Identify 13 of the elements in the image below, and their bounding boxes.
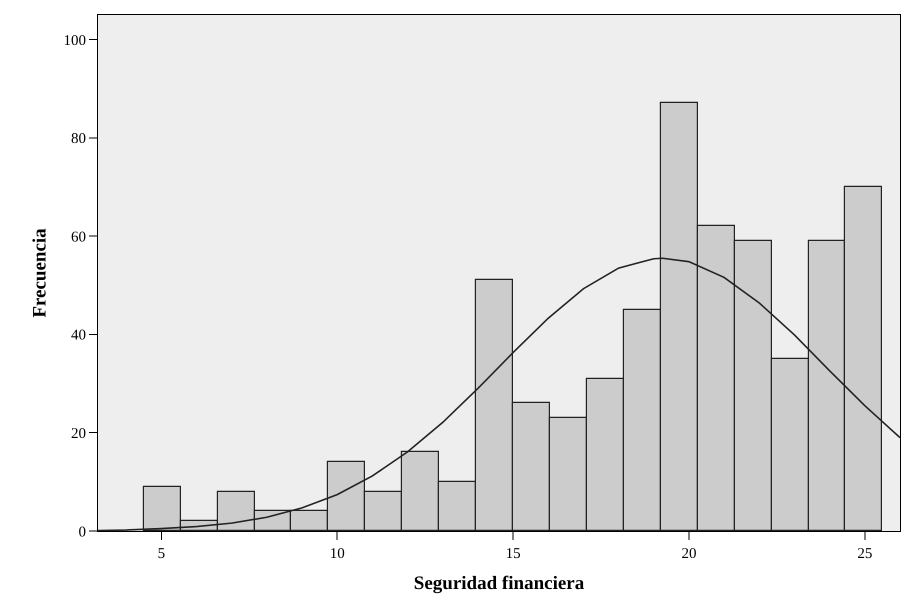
y-tick-label: 60 xyxy=(71,229,86,246)
x-tick-label: 15 xyxy=(506,546,521,562)
x-axis-title: Seguridad financiera xyxy=(414,572,585,594)
x-tick-label: 25 xyxy=(857,546,872,562)
y-tick-label: 0 xyxy=(78,524,86,540)
y-tick-label: 40 xyxy=(71,328,86,344)
y-tick-label: 80 xyxy=(71,131,86,148)
y-axis-title: Frecuencia xyxy=(29,228,50,318)
y-tick-label: 20 xyxy=(71,426,86,442)
y-tick-label: 100 xyxy=(64,32,86,49)
x-tick-label: 20 xyxy=(681,546,696,562)
x-tick-label: 10 xyxy=(330,546,345,562)
x-tick-label: 5 xyxy=(158,546,166,562)
